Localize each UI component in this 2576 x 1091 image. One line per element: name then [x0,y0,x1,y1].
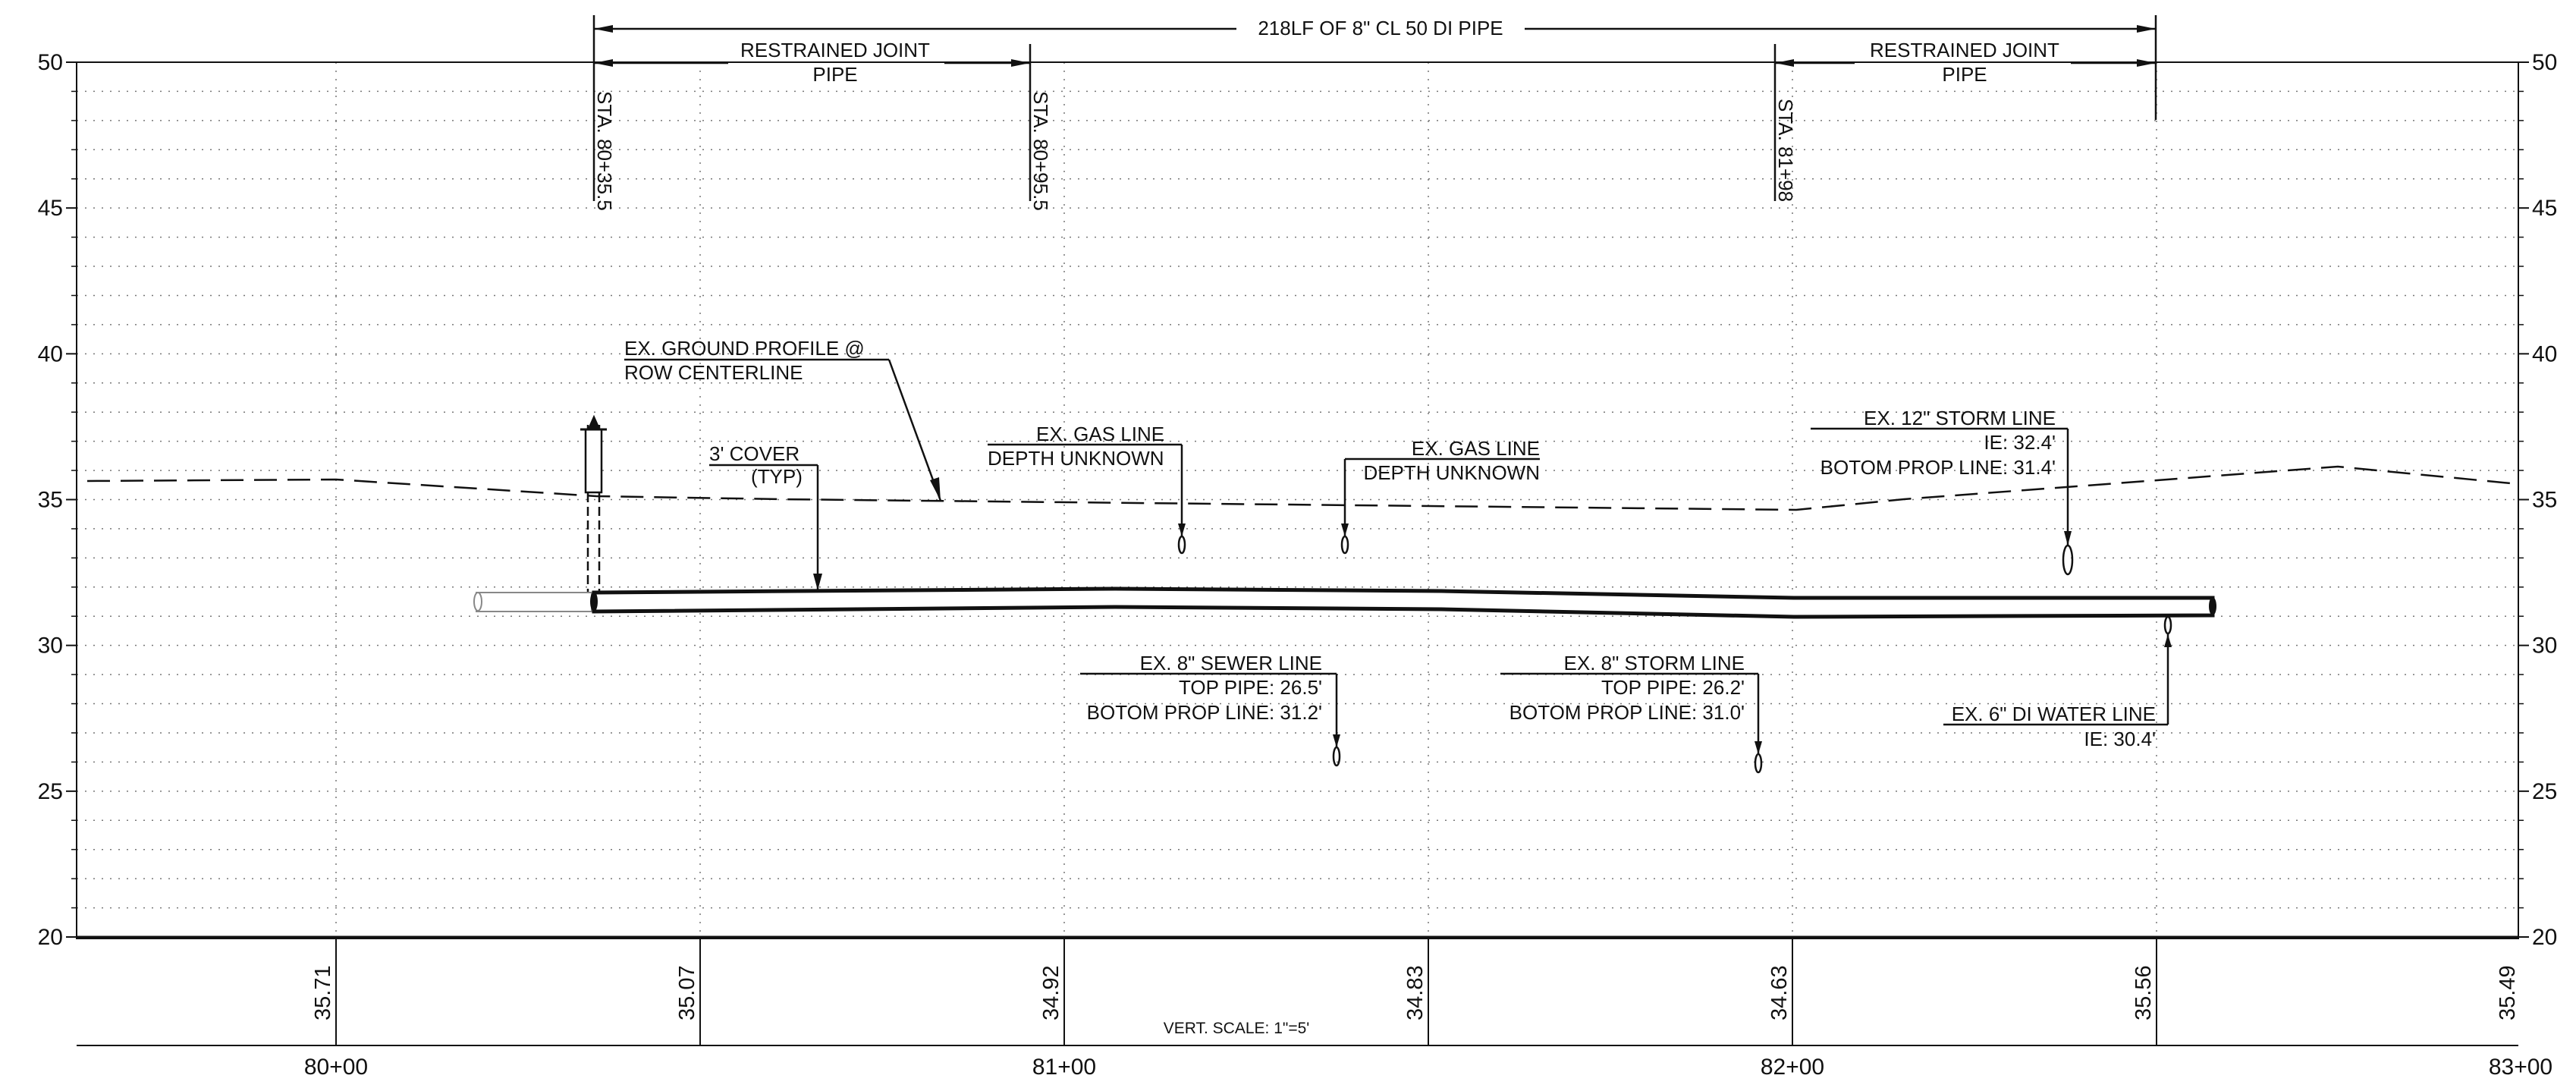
water-6-label-1: EX. 6" DI WATER LINE [1952,703,2156,725]
elevation-label-right: 40 [2532,341,2557,366]
ground-elevation-value: 35.56 [2131,965,2156,1020]
water-6-leader [1943,615,2172,726]
vertical-scale-label: VERT. SCALE: 1"=5' [1164,1020,1310,1037]
elevation-label-right: 50 [2532,50,2557,75]
gas-line-1-arrow [1178,523,1186,536]
overall-dim-arrow-left [594,25,613,33]
elevation-label-left: 40 [38,341,63,366]
gas-line-1-label-1: EX. GAS LINE [1036,423,1164,445]
ground-profile-leader [624,358,942,501]
existing-pipe-stub [473,592,592,612]
storm-8-label-3: BOTOM PROP LINE: 31.0' [1509,701,1745,724]
sewer-8-label-1: EX. 8" SEWER LINE [1140,652,1322,674]
restrained-left-label-2: PIPE [812,63,857,86]
restrained-right-label-1: RESTRAINED JOINT [1870,39,2059,61]
station-callout-81-98: STA. 81+98 [1774,99,1797,202]
ground-profile-leader-arrow [930,477,941,501]
elevation-label-right: 20 [2532,925,2557,950]
elevation-grid [77,62,2518,937]
overall-dimension-label: 218LF OF 8" CL 50 DI PIPE [1258,17,1503,39]
station-label: 80+00 [304,1055,368,1080]
existing-ground-profile [86,465,2519,511]
elevation-label-right: 30 [2532,634,2557,659]
gas-line-2-arrow [1341,523,1349,536]
storm-12-arrow [2064,531,2072,546]
storm-8-label-1: EX. 8" STORM LINE [1564,652,1745,674]
restrained-right-arrow-right [2137,59,2156,67]
sewer-8-arrow [1333,734,1340,747]
elevation-label-left: 35 [38,488,63,513]
water-6-label-2: IE: 30.4' [2084,728,2156,750]
cover-leader [709,464,819,590]
left-elevation-axis: 50 45 40 35 30 25 20 [38,50,77,950]
ground-profile-label-2: ROW CENTERLINE [624,361,803,384]
proposed-water-main [592,586,2215,619]
water-6-arrow [2164,634,2172,647]
valve-riser [580,414,607,592]
elevation-label-left: 50 [38,50,63,75]
station-label: 82+00 [1761,1055,1824,1080]
elevation-label-left: 45 [38,196,63,221]
elevation-label-left: 25 [38,779,63,804]
restrained-right-label-2: PIPE [1942,63,1987,86]
storm-12-label-3: BOTOM PROP LINE: 31.4' [1820,456,2056,479]
station-label: 83+00 [2489,1055,2552,1080]
ground-elevation-value: 35.07 [675,965,699,1020]
restrained-left-label-1: RESTRAINED JOINT [740,39,930,61]
elevation-label-left: 30 [38,634,63,659]
storm-8-arrow [1755,741,1762,754]
ground-elevation-table: 35.71 35.07 34.92 34.83 34.63 35.56 35.49 [311,965,2520,1020]
gas-line-2-label-1: EX. GAS LINE [1412,437,1540,460]
storm-12-label-1: EX. 12" STORM LINE [1864,407,2056,429]
overall-dimension [592,15,2157,201]
ground-elevation-value: 34.83 [1403,965,1428,1020]
cover-leader-arrow [813,574,822,590]
station-callout-80-35-5: STA. 80+35.5 [593,91,616,211]
plot-frame [76,61,2519,939]
gas-line-1-label-2: DEPTH UNKNOWN [988,447,1164,470]
sewer-8-label-3: BOTOM PROP LINE: 31.2' [1087,701,1322,724]
restrained-left-arrow-right [1011,59,1030,67]
restrained-left-arrow-left [594,59,613,67]
elevation-label-left: 20 [38,925,63,950]
sewer-8-label-2: TOP PIPE: 26.5' [1179,676,1322,699]
ground-elevation-value: 35.71 [311,965,335,1020]
ground-profile-label-1: EX. GROUND PROFILE @ [624,337,865,360]
cover-label-2: (TYP) [751,465,803,488]
ground-elevation-value: 34.63 [1767,965,1792,1020]
ground-elevation-value: 35.49 [2496,965,2520,1020]
station-label: 81+00 [1032,1055,1096,1080]
ground-elevation-value: 34.92 [1039,965,1063,1020]
cover-label-1: 3' COVER [709,442,800,465]
restrained-right-arrow-left [1775,59,1794,67]
pipe-end-left [590,592,598,612]
station-axis: 80+00 81+00 82+00 83+00 [304,937,2552,1080]
storm-12-label-2: IE: 32.4' [1984,431,2056,454]
storm-8-label-2: TOP PIPE: 26.2' [1601,676,1745,699]
right-elevation-axis: 50 45 40 35 30 25 20 [2518,50,2557,950]
gas-line-2-label-2: DEPTH UNKNOWN [1363,461,1540,484]
elevation-label-right: 25 [2532,779,2557,804]
overall-dim-arrow-right [2137,25,2156,33]
elevation-label-right: 45 [2532,196,2557,221]
storm-12-leader [1811,427,2074,576]
elevation-label-right: 35 [2532,488,2557,513]
station-callout-80-95-5: STA. 80+95.5 [1029,91,1052,211]
pipe-end-right [2209,597,2216,615]
